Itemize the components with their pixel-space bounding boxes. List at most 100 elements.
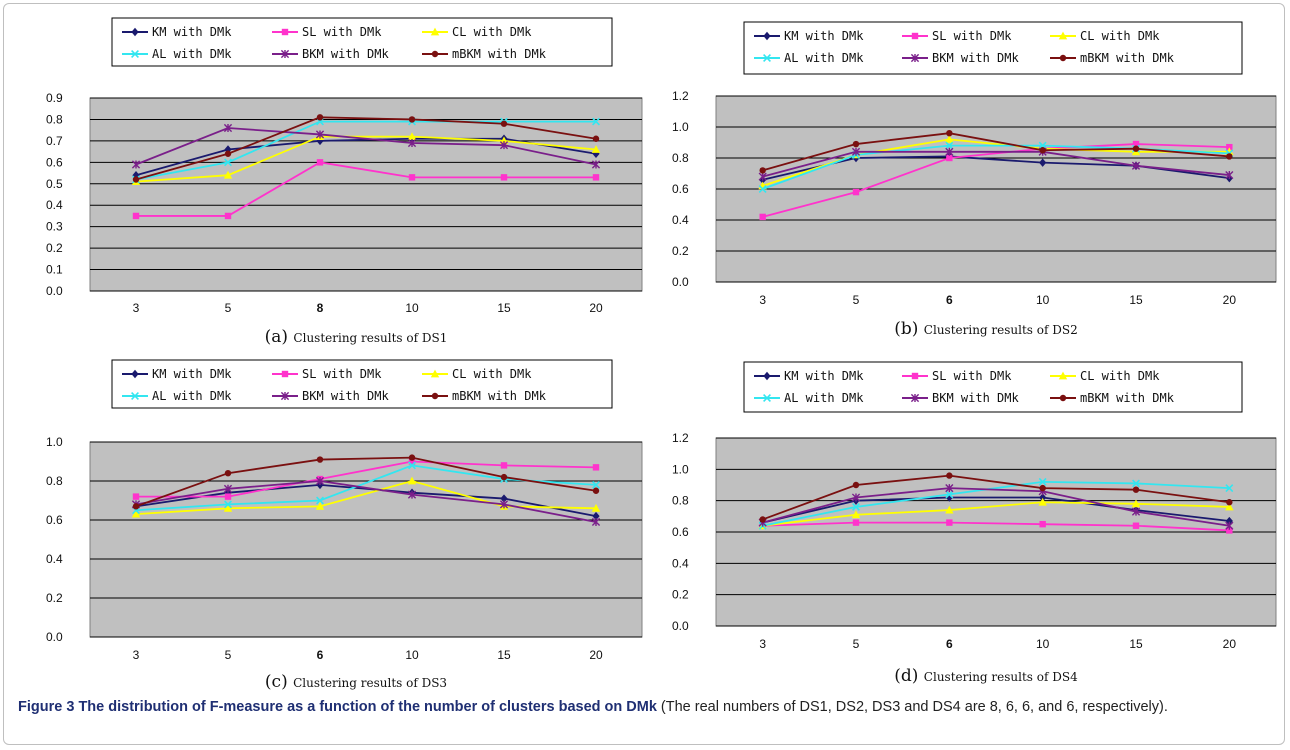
data-point [223, 503, 233, 512]
legend-marker-icon [1058, 371, 1068, 380]
y-tick-label: 0.0 [46, 630, 63, 644]
series-line [135, 456, 597, 508]
data-point [223, 170, 233, 179]
data-point [224, 500, 232, 509]
chart-svg-b: KM with DMk SL with DMk CL with DMk AL with… [672, 21, 1277, 339]
chart-panel-b: KM with DMk SL with DMk CL with DMk AL with… [654, 10, 1278, 348]
data-point [759, 167, 766, 174]
series-line [136, 161, 596, 217]
legend-box [743, 361, 1243, 413]
panel-caption: (a) Clustering results of DS1 [265, 327, 448, 347]
legend-label: BKM with DMk [302, 47, 389, 61]
legend-marker-icon [1059, 394, 1067, 402]
series-line [762, 143, 1230, 218]
data-point [945, 141, 954, 150]
data-point [946, 130, 953, 137]
legend-marker-icon [281, 28, 289, 36]
y-tick-label: 0.3 [46, 220, 63, 234]
legend-marker-icon [1059, 54, 1067, 62]
series-bkm [758, 147, 1234, 181]
figure-frame [3, 3, 1285, 745]
x-tick-label: 10 [405, 301, 419, 315]
data-point [407, 132, 417, 140]
data-point [592, 149, 600, 158]
data-point [1225, 170, 1234, 180]
data-point [132, 493, 140, 500]
series-mbkm [132, 454, 600, 510]
x-tick-label: 3 [759, 637, 766, 651]
data-point [1039, 493, 1047, 502]
legend-item: SL with DMk [272, 25, 382, 39]
data-point [592, 135, 600, 142]
y-tick-label: 0.1 [46, 263, 63, 277]
data-point [592, 117, 600, 126]
legend-label: AL with DMk [784, 391, 864, 405]
y-tick-label: 0.0 [672, 619, 689, 633]
x-tick-label: 3 [133, 301, 140, 315]
legend-item: BKM with DMk [902, 51, 1019, 65]
x-tick-label: 3 [759, 293, 766, 307]
legend-marker-icon [430, 27, 440, 36]
plot-area [89, 441, 643, 638]
legend-marker-icon [280, 391, 290, 401]
series-al [758, 477, 1234, 530]
figure-label: Figure 3 [18, 699, 75, 715]
data-point [315, 130, 325, 139]
y-tick-label: 0.0 [46, 284, 63, 298]
data-point [946, 154, 953, 162]
legend-label: SL with DMk [932, 369, 1012, 383]
data-point [223, 484, 233, 493]
legend-marker-icon [910, 53, 920, 63]
legend-marker-icon [280, 49, 290, 59]
data-point [591, 145, 601, 153]
data-point [851, 147, 861, 156]
legend-marker-icon [763, 31, 771, 41]
data-point [852, 502, 860, 511]
series-line [762, 487, 1230, 527]
panel-caption: (d) Clustering results of DS4 [894, 666, 1078, 686]
data-point [851, 510, 861, 519]
data-point [1132, 140, 1140, 148]
data-point [945, 484, 954, 493]
legend-item: BKM with DMk [902, 391, 1019, 405]
series-line [135, 480, 597, 523]
data-point [407, 476, 417, 485]
data-point [759, 516, 766, 523]
data-point [945, 505, 954, 514]
data-point [316, 159, 324, 166]
data-point [131, 509, 141, 518]
data-point [591, 160, 601, 169]
chart-panel-c: KM with DMk SL with DMk CL with DMk AL with… [12, 352, 644, 690]
data-point [316, 496, 324, 505]
y-tick-label: 1.2 [672, 431, 689, 445]
data-point [224, 158, 232, 167]
data-point [1226, 143, 1233, 151]
panel-caption-text: Clustering results of DS3 [293, 676, 447, 690]
x-tick-label: 5 [225, 648, 232, 662]
data-point [1225, 502, 1234, 511]
data-point [591, 517, 601, 527]
series-line [135, 116, 597, 181]
legend-item: KM with DMk [122, 367, 232, 381]
data-point [945, 493, 953, 502]
data-point [592, 174, 600, 181]
x-tick-label: 10 [1036, 293, 1050, 307]
x-tick-label: 15 [497, 648, 511, 662]
x-tick-label: 5 [225, 301, 232, 315]
legend-marker-icon [131, 50, 139, 58]
series-bkm [758, 484, 1234, 530]
legend-label: mBKM with DMk [452, 47, 547, 61]
legend-item: KM with DMk [754, 29, 864, 43]
data-point [408, 116, 416, 123]
legend-item: KM with DMk [754, 369, 864, 383]
data-point [315, 501, 325, 510]
series-line [136, 460, 597, 498]
legend-label: CL with DMk [1080, 29, 1160, 43]
data-point [1225, 521, 1234, 530]
x-tick-label: 20 [589, 301, 603, 315]
data-point [224, 150, 232, 157]
legend-label: mBKM with DMk [1080, 391, 1175, 405]
data-point [758, 172, 767, 181]
data-point [852, 140, 860, 148]
series-line [762, 474, 1230, 521]
